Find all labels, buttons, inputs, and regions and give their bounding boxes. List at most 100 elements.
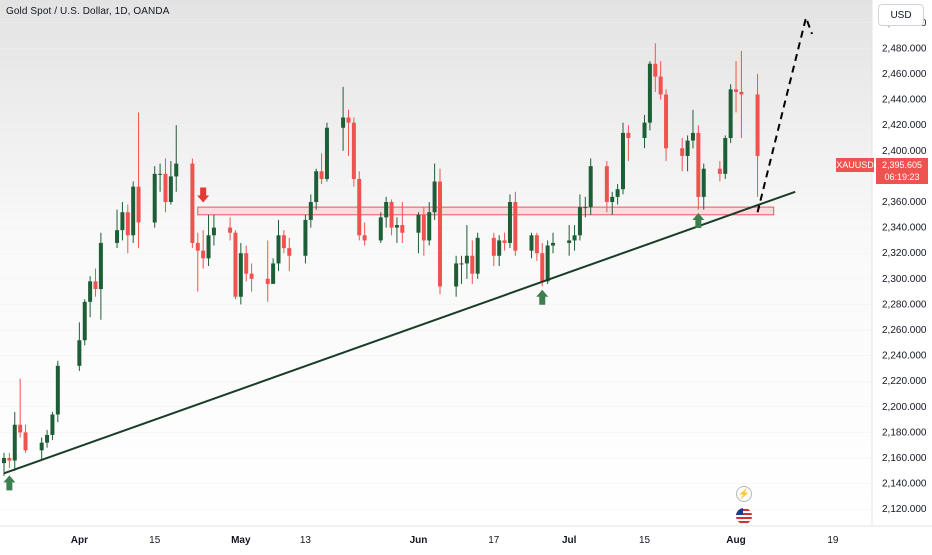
candle-body — [276, 235, 281, 264]
time-tick-label: 19 — [827, 535, 839, 546]
candle-body — [384, 202, 389, 218]
drawing-layer — [3, 14, 813, 475]
candle-body — [98, 242, 103, 290]
candle-body — [357, 178, 362, 236]
candle-body — [287, 248, 292, 256]
lightning-icon[interactable]: ⚡ — [736, 486, 752, 502]
candle-body — [642, 122, 647, 138]
us-flag-glyph — [736, 508, 752, 524]
candle-body — [701, 168, 706, 197]
candle-body — [281, 235, 286, 249]
candle-body — [680, 148, 685, 156]
us-flag-icon[interactable] — [736, 508, 752, 524]
candle-body — [88, 281, 93, 302]
candle-body — [45, 434, 50, 443]
up-arrow-marker — [3, 475, 16, 491]
candle-body — [93, 281, 98, 290]
candle-body — [717, 168, 722, 174]
candle-body — [664, 94, 669, 149]
price-tick-label: 2,460.000 — [882, 69, 927, 80]
candle-body — [152, 173, 157, 223]
candle-body — [615, 189, 620, 197]
candle-body — [55, 365, 60, 415]
price-tick-label: 2,180.000 — [882, 427, 927, 438]
time-tick-label: 15 — [639, 535, 651, 546]
candle-body — [534, 235, 539, 254]
time-tick-label: Aug — [726, 535, 745, 546]
price-tick-label: 2,440.000 — [882, 95, 927, 106]
candle-body — [2, 458, 6, 464]
up-arrow-marker — [536, 289, 549, 305]
candle-body — [18, 424, 23, 433]
currency-button[interactable]: USD — [878, 4, 924, 26]
projection-line — [756, 14, 813, 213]
candle-body — [658, 76, 663, 95]
candle-body — [475, 237, 480, 274]
up-arrow-marker — [692, 212, 705, 228]
time-tick-label: May — [231, 535, 251, 546]
candle-body — [319, 171, 324, 179]
candle-body — [308, 202, 313, 220]
price-tick-label: 2,240.000 — [882, 351, 927, 362]
candle-body — [604, 166, 609, 202]
candle-body — [131, 186, 136, 236]
down-arrow-marker — [197, 187, 210, 203]
trendline — [3, 190, 796, 475]
candle-body — [734, 89, 739, 92]
candle-body — [233, 232, 238, 297]
candle-body — [378, 217, 383, 241]
price-tick-label: 2,260.000 — [882, 325, 927, 336]
candle-body — [540, 253, 545, 282]
arrow-markers — [3, 187, 705, 491]
chart-title: Gold Spot / U.S. Dollar, 1D, OANDA — [6, 6, 170, 17]
candle-body — [125, 212, 130, 236]
current-price-label: 2,395.605 06:19:23 — [876, 158, 928, 184]
candle-body — [497, 240, 502, 256]
candle-body — [626, 132, 631, 138]
candle-body — [464, 255, 469, 264]
candle-body — [195, 242, 200, 251]
candle-body — [120, 212, 125, 231]
candle-body — [201, 250, 206, 259]
candle-body — [567, 240, 572, 243]
candle-body — [77, 340, 82, 366]
candle-body — [432, 181, 437, 213]
candle-body — [502, 240, 507, 243]
candle-body — [551, 242, 556, 246]
price-tick-label: 2,300.000 — [882, 274, 927, 285]
candle-body — [583, 207, 588, 209]
candle-body — [513, 202, 518, 251]
candle-body — [136, 186, 141, 223]
candle-body — [610, 196, 615, 202]
candle-body — [529, 235, 534, 251]
candle-body — [437, 181, 442, 287]
candle-bodies — [2, 63, 760, 464]
candle-body — [158, 173, 163, 175]
candle-body — [653, 63, 658, 77]
price-tick-label: 2,340.000 — [882, 223, 927, 234]
candle-body — [351, 122, 356, 179]
bar-countdown: 06:19:23 — [884, 172, 920, 182]
candle-body — [572, 235, 577, 241]
candle-body — [341, 117, 346, 128]
price-tick-label: 2,320.000 — [882, 248, 927, 259]
candle-body — [163, 173, 168, 202]
resistance-zone — [197, 206, 775, 216]
symbol-label: XAUUSD — [836, 158, 874, 172]
candle-body — [50, 414, 55, 435]
candle-body — [723, 138, 728, 174]
candle-body — [23, 432, 28, 451]
candle-body — [249, 273, 254, 279]
current-price: 2,395.605 — [881, 160, 923, 170]
candle-body — [238, 253, 243, 297]
candle-body — [427, 212, 432, 241]
candle-body — [324, 127, 329, 179]
candle-body — [206, 235, 211, 259]
price-tick-label: 2,200.000 — [882, 402, 927, 413]
candle-body — [454, 263, 459, 287]
candle-body — [394, 225, 399, 228]
candle-body — [470, 255, 475, 274]
price-axis-background — [872, 0, 932, 526]
